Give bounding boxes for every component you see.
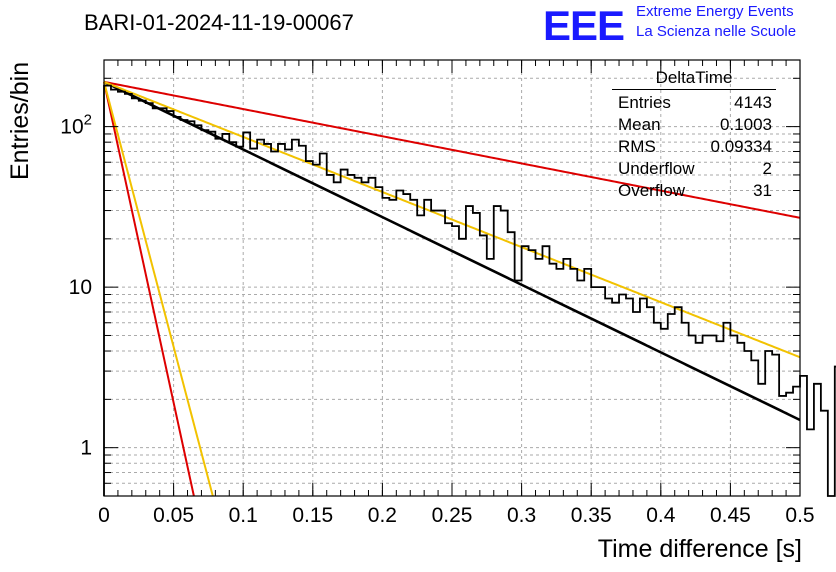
stats-value: 4143 — [734, 93, 772, 112]
histogram-line — [103, 84, 836, 497]
x-tick-label: 0.05 — [153, 504, 194, 527]
stats-label: Underflow — [618, 159, 695, 178]
x-tick-label: 0.1 — [229, 504, 258, 527]
stats-label: Mean — [618, 115, 661, 134]
x-tick-label: 0.25 — [432, 504, 473, 527]
fit-curve — [103, 80, 801, 359]
y-tick-label: 10 — [69, 276, 92, 299]
grid-lines — [104, 60, 800, 497]
stats-row: RMS 0.09334 — [612, 136, 776, 158]
x-tick-label: 0.15 — [292, 504, 333, 527]
stats-box: DeltaTime Entries 4143 Mean 0.1003 RMS 0.09… — [612, 68, 776, 202]
axis-ticks — [103, 60, 801, 497]
histogram-steps — [103, 84, 836, 497]
tick-labels: 0 0.05 0.1 0.15 0.2 0.25 0.3 0.35 0.4 0.45 0.5 1 10 1… — [60, 112, 814, 527]
stats-row: Mean 0.1003 — [612, 114, 776, 136]
x-tick-label: 0.3 — [507, 504, 536, 527]
y-tick-label: 102 — [60, 112, 92, 139]
x-tick-label: 0.2 — [368, 504, 397, 527]
logo-line-2: La Scienza nelle Scuole — [636, 23, 797, 40]
x-tick-label: 0.35 — [571, 504, 612, 527]
stats-label: Entries — [618, 93, 671, 112]
x-tick-label: 0.5 — [785, 504, 814, 527]
x-tick-label: 0.4 — [646, 504, 676, 527]
stats-label: Overflow — [618, 181, 686, 200]
eee-logo: EEE — [543, 2, 625, 49]
stats-value: 31 — [753, 181, 772, 200]
stats-title: DeltaTime — [612, 68, 776, 90]
y-axis-label: Entries/bin — [6, 61, 34, 180]
stats-label: RMS — [618, 137, 656, 156]
stats-value: 0.1003 — [720, 115, 772, 134]
x-tick-label: 0.45 — [710, 504, 751, 527]
chart-title: BARI-01-2024-11-19-00067 — [84, 10, 354, 35]
stats-row: Entries 4143 — [612, 92, 776, 114]
x-axis-label: Time difference [s] — [597, 535, 802, 563]
x-tick-label: 0 — [98, 504, 110, 527]
fit-curve — [103, 81, 214, 497]
stats-value: 0.09334 — [710, 137, 772, 156]
y-tick-label: 1 — [80, 437, 92, 460]
fit-curve — [103, 81, 195, 497]
stats-row: Underflow 2 — [612, 158, 776, 180]
logo-line-1: Extreme Energy Events — [636, 3, 794, 20]
stats-row: Overflow 31 — [612, 180, 776, 202]
fit-curve — [103, 80, 801, 219]
stats-value: 2 — [762, 159, 772, 178]
